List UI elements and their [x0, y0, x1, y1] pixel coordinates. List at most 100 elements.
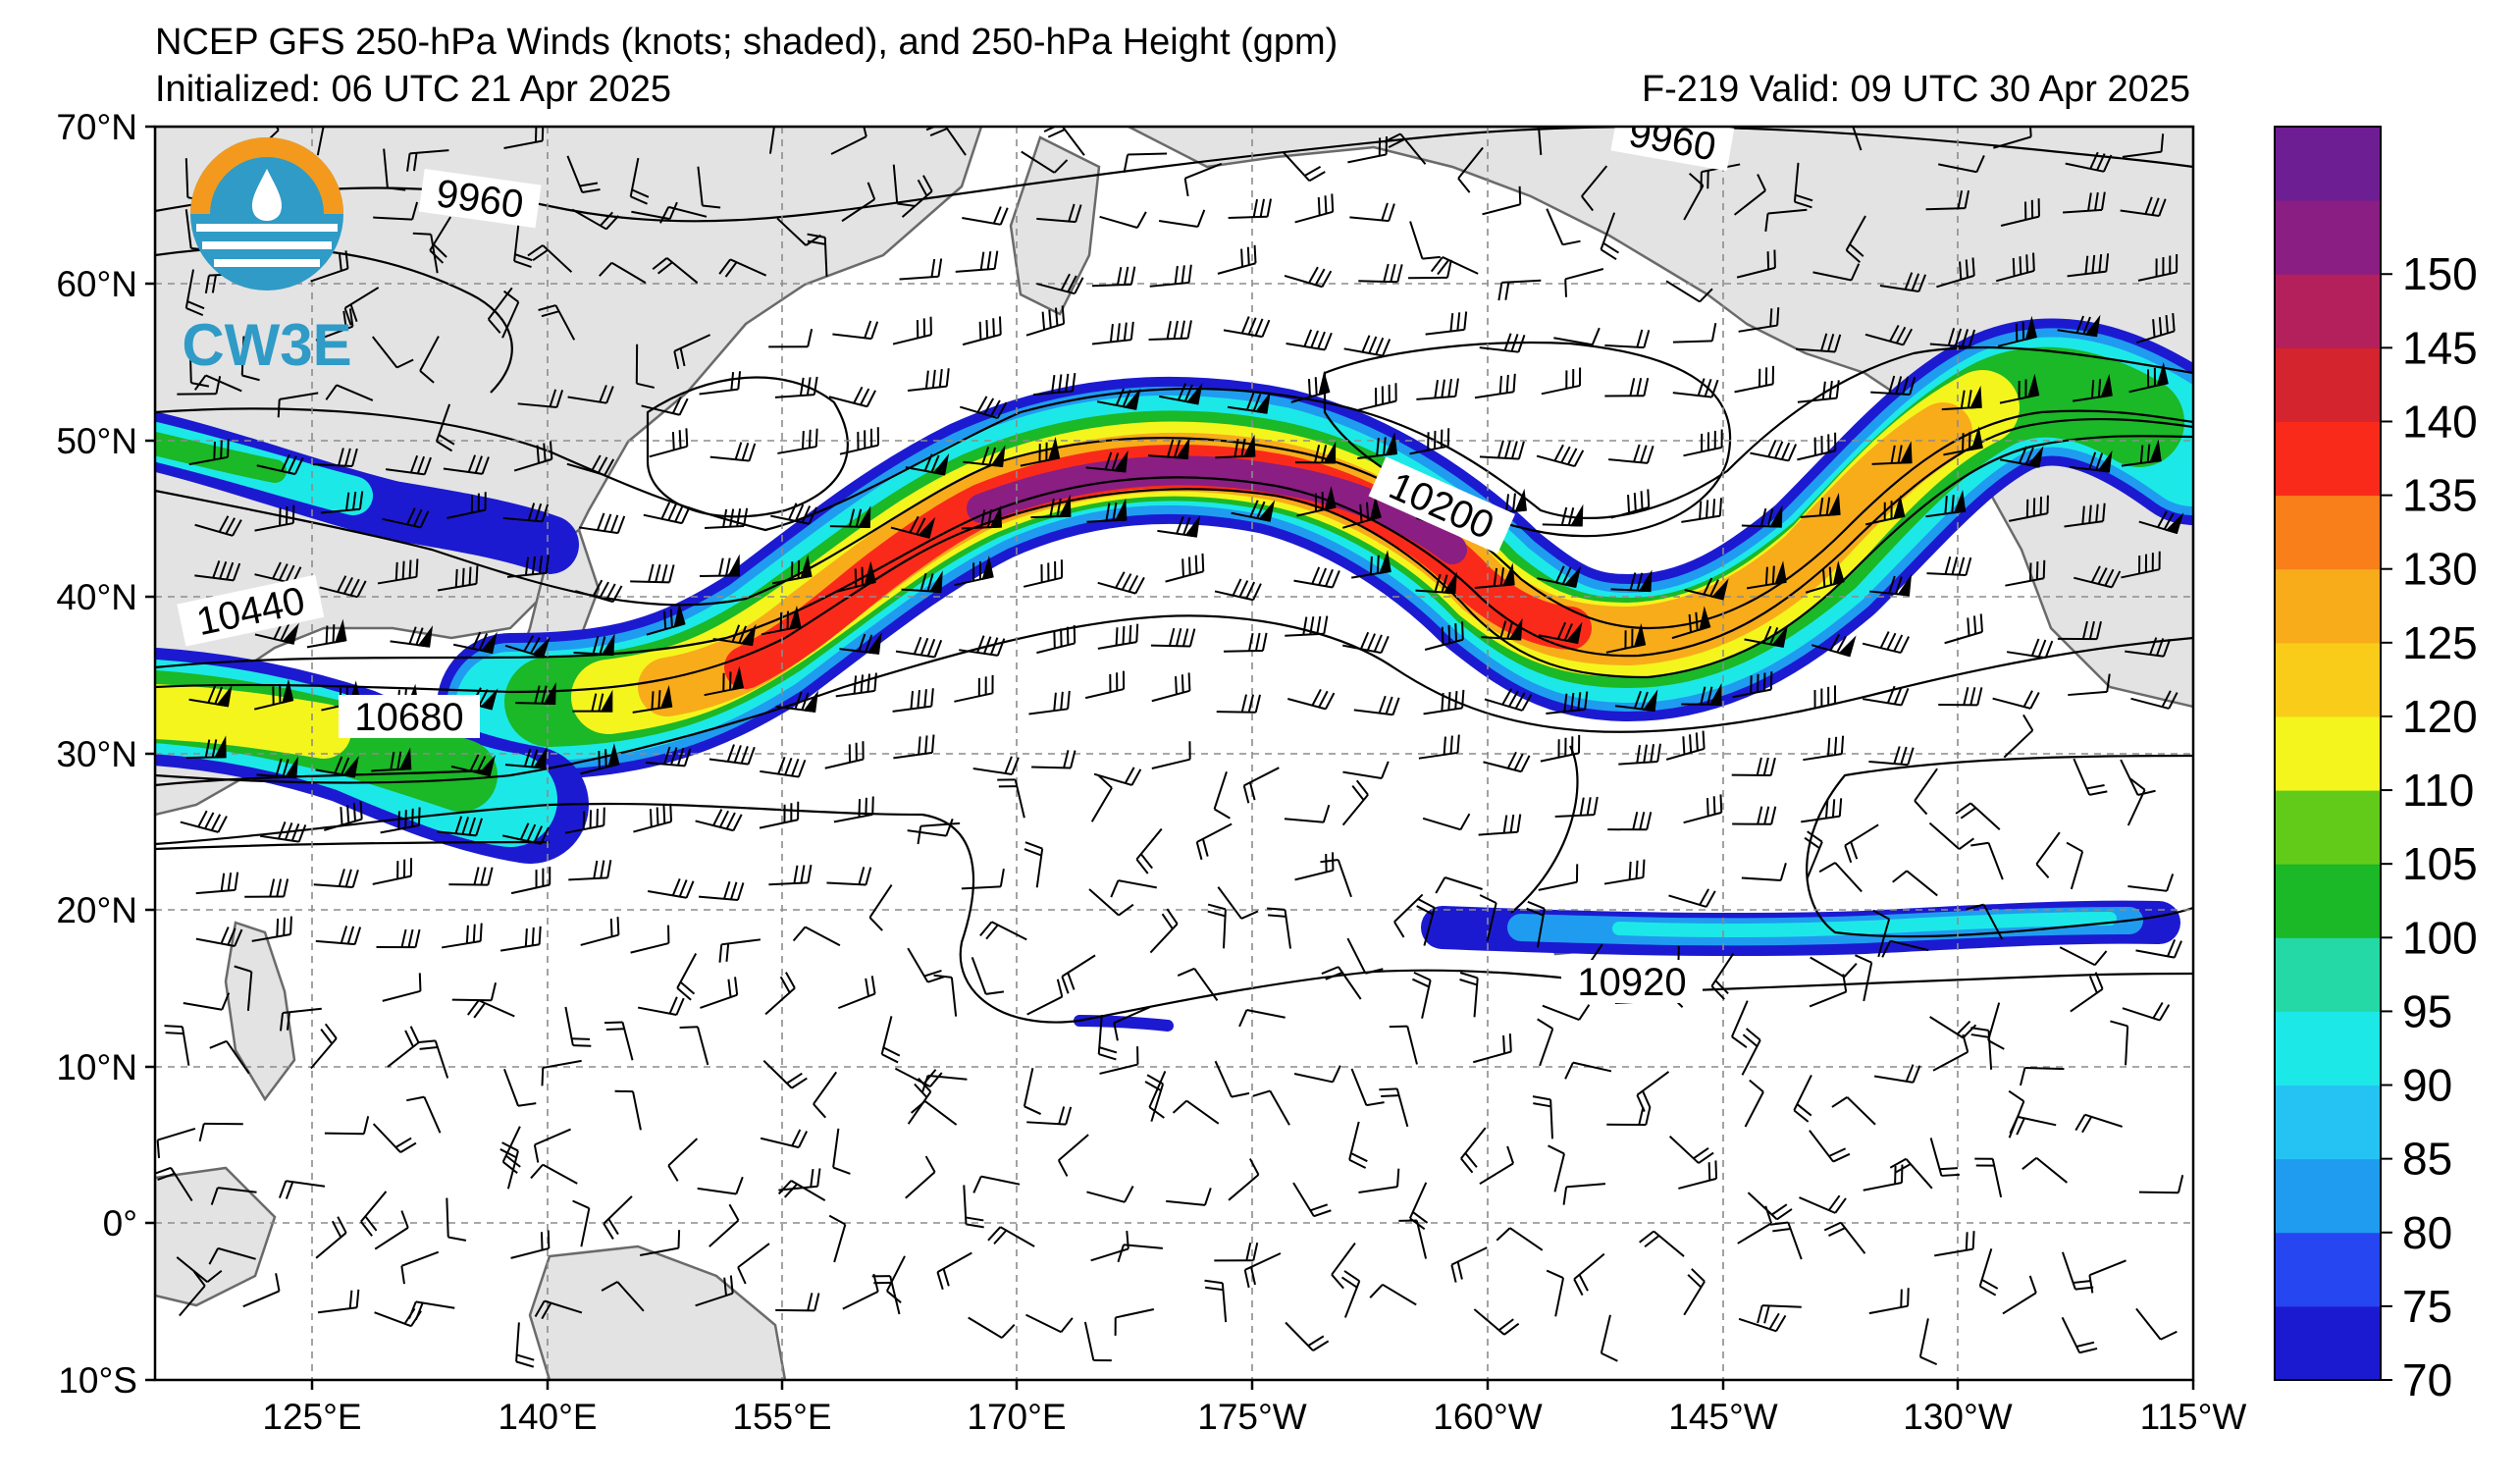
wind-barb [372, 336, 414, 369]
wind-barb [1479, 440, 1525, 460]
wind-barb [1346, 937, 1384, 975]
wind-barb [885, 1255, 906, 1303]
wind-barb [1871, 441, 1913, 465]
wind-barb [1941, 385, 1982, 411]
wind-barb [1157, 514, 1201, 538]
wind-barb [503, 1068, 537, 1107]
lat-label: 10°N [56, 1047, 137, 1087]
wind-barb [1671, 606, 1711, 640]
wind-barb [1799, 1194, 1847, 1214]
wind-barb [895, 636, 943, 659]
lat-label: 60°N [56, 264, 137, 304]
wind-barb [1293, 1065, 1341, 1084]
wind-barb [253, 678, 294, 711]
wind-barb [1023, 559, 1064, 588]
wind-barb [829, 505, 871, 528]
wind-barb [899, 258, 943, 281]
wind-barb [667, 1138, 699, 1182]
wind-barb [564, 1006, 592, 1047]
wind-barb [1144, 1074, 1165, 1122]
wind-barb [1172, 1099, 1220, 1125]
wind-barb [1472, 1033, 1512, 1064]
wind-barb [566, 454, 615, 476]
wind-barb [841, 182, 876, 223]
wind-barb [1348, 1121, 1368, 1169]
wind-barb [1879, 272, 1927, 292]
wind-barb [360, 1191, 388, 1237]
colorbar-swatch [2275, 937, 2381, 1012]
wind-barb [1379, 1087, 1409, 1128]
wind-barb [466, 999, 515, 1019]
wind-barb [1409, 428, 1450, 455]
wind-barb [251, 916, 292, 942]
wind-barb [1350, 1068, 1385, 1107]
wind-barb [1809, 1130, 1851, 1163]
wind-barb [2136, 312, 2176, 344]
wind-barb [1036, 273, 1084, 295]
wind-barb [1681, 498, 1723, 523]
wind-barb [1347, 135, 1388, 164]
wind-barb [1796, 685, 1837, 714]
wind-barb [1810, 956, 1858, 979]
wind-barb [1425, 311, 1468, 336]
wind-barb [315, 756, 359, 778]
wind-barb [1603, 859, 1646, 885]
wind-barb [254, 504, 295, 532]
initialized-time: Initialized: 06 UTC 21 Apr 2025 [155, 69, 671, 110]
wind-barb [1285, 615, 1329, 637]
wind-barb [907, 368, 950, 393]
wind-barb [764, 972, 796, 1016]
wind-barb [256, 453, 304, 476]
wind-barb [645, 746, 692, 768]
wind-barb [1088, 888, 1134, 917]
wind-barb [1150, 627, 1196, 648]
wind-barb [2063, 191, 2106, 214]
colorbar-tick-label: 80 [2402, 1207, 2452, 1258]
wind-barb [2002, 1275, 2037, 1315]
lon-label: 115°W [2140, 1397, 2247, 1437]
lon-label: 155°E [732, 1397, 831, 1437]
colorbar-swatch [2275, 568, 2381, 644]
cw3e-logo: CW3E [182, 137, 352, 378]
colorbar-swatch [2275, 421, 2381, 497]
wind-barb [1460, 1127, 1487, 1174]
colorbar-tick-label: 90 [2402, 1060, 2452, 1111]
wind-barb [1484, 688, 1533, 712]
wind-barb [601, 1281, 645, 1312]
wind-barb [194, 515, 242, 537]
wind-barb [2068, 673, 2111, 697]
wind-barb [499, 1141, 519, 1190]
wind-barb [1369, 1283, 1417, 1306]
wind-barb [1424, 621, 1464, 651]
wind-barb [443, 454, 490, 475]
wind-barb [960, 396, 1008, 419]
wind-barb [1389, 1025, 1418, 1065]
wind-barb [1024, 841, 1044, 888]
wind-barb [630, 563, 675, 584]
wind-barb [372, 1123, 417, 1153]
wind-barb [762, 1059, 808, 1089]
wind-barb [1482, 185, 1522, 216]
wind-barb [1238, 1009, 1286, 1028]
wind-barb [2064, 503, 2106, 528]
wind-barb [316, 127, 325, 156]
wind-barb [1672, 378, 1719, 398]
wind-barb [1938, 687, 1983, 707]
wind-barb [1683, 794, 1723, 824]
wind-barb [2122, 1001, 2171, 1022]
wind-barb [1177, 967, 1219, 1001]
wind-barb [1286, 329, 1333, 351]
colorbar-tick-label: 145 [2402, 322, 2478, 373]
wind-barb [759, 801, 800, 829]
wind-barb [1497, 279, 1542, 301]
wind-barb [1934, 1231, 1975, 1257]
wind-barb [442, 923, 483, 949]
wind-barb [408, 1300, 455, 1320]
wind-barb [319, 575, 367, 599]
wind-barb [893, 734, 935, 760]
wind-barb [695, 809, 743, 832]
wind-barb [775, 690, 818, 714]
wind-barb [1737, 1205, 1773, 1245]
wind-barb [629, 157, 650, 205]
wind-barb [1665, 280, 1713, 303]
